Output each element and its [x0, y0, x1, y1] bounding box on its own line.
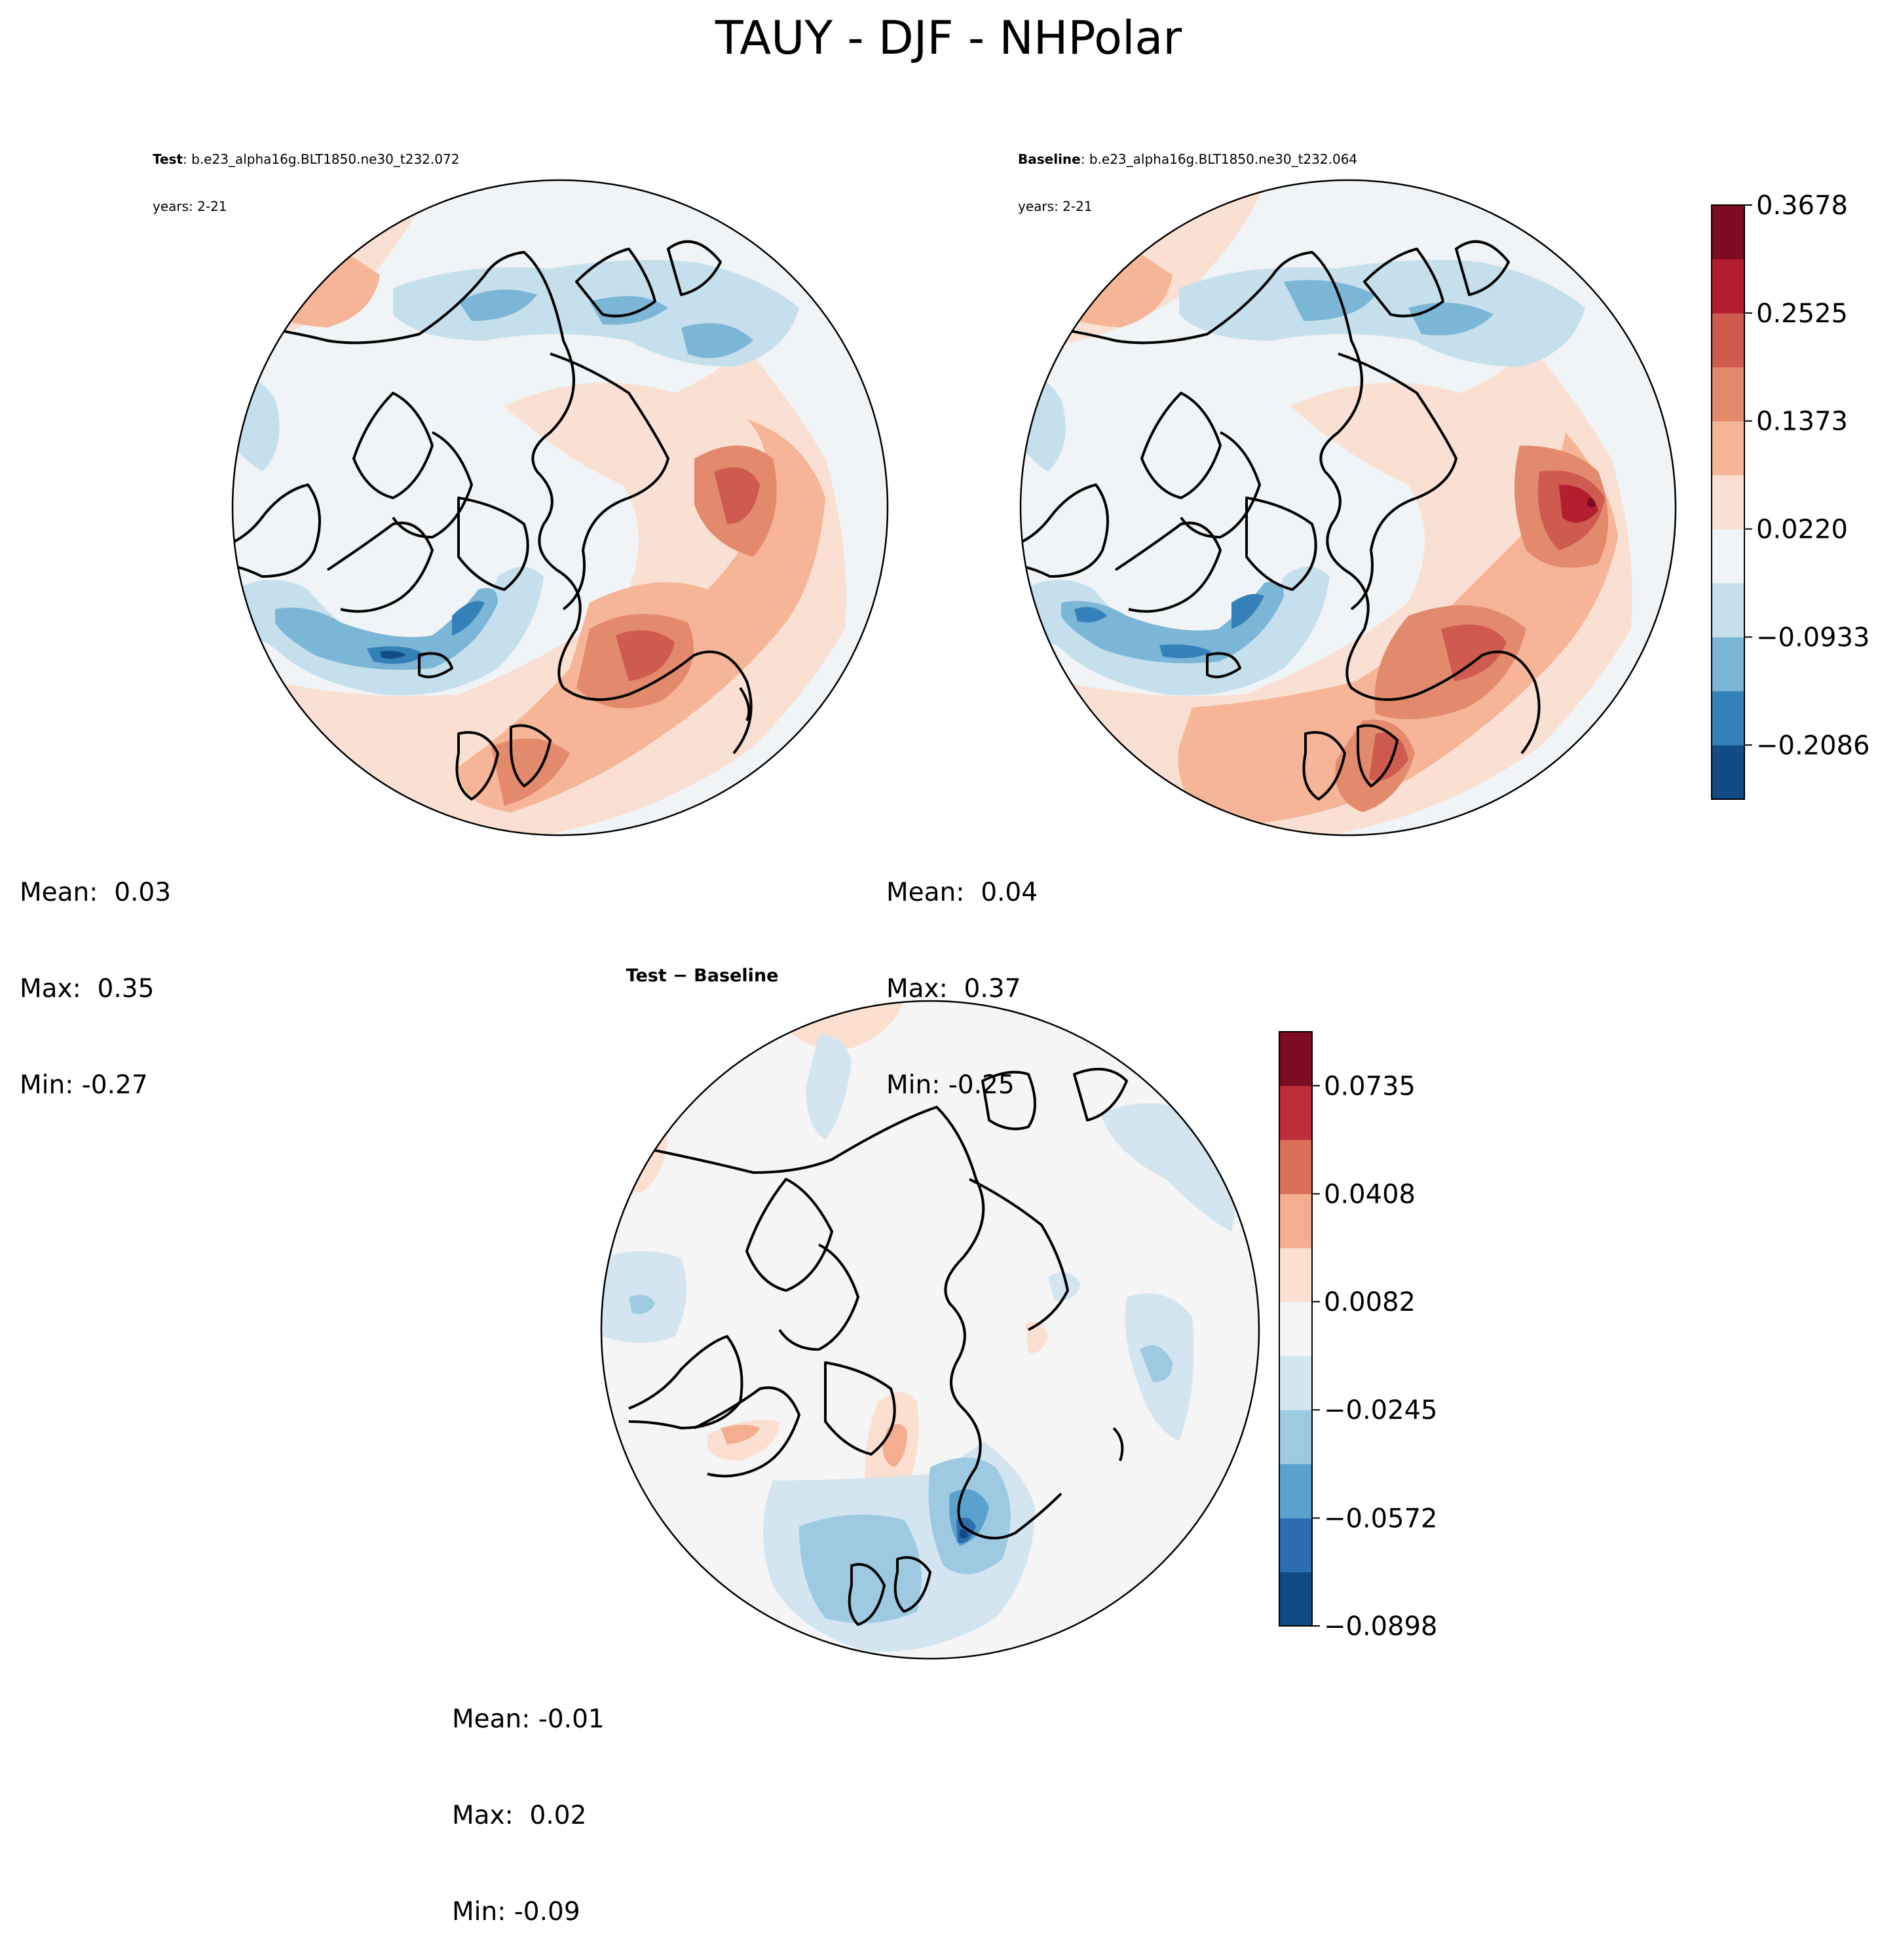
baseline-map-panel	[1019, 179, 1677, 837]
baseline-min: Min: -0.25	[886, 1070, 1015, 1100]
test-panel-subtitle: Test: b.e23_alpha16g.BLT1850.ne30_t232.0…	[153, 151, 460, 214]
baseline-panel-subtitle: Baseline: b.e23_alpha16g.BLT1850.ne30_t2…	[1018, 151, 1358, 214]
baseline-mean: Mean: 0.04	[886, 878, 1038, 907]
diff-panel-title: Test − Baseline	[626, 966, 779, 986]
test-coastlines	[233, 240, 753, 801]
colorbar-top-tick-label: 0.1373	[1756, 407, 1848, 437]
test-case-name: b.e23_alpha16g.BLT1850.ne30_t232.072	[191, 151, 460, 167]
colorbar-bottom-swatch	[1279, 1518, 1312, 1573]
colorbar-bottom-tick-label: −0.0245	[1324, 1395, 1437, 1425]
colorbar-top-tick-label: −0.2086	[1756, 730, 1869, 761]
diff-stats: Mean: -0.01 Max: 0.02 Min: -0.09	[452, 1639, 605, 1960]
figure: TAUY - DJF - NHPolar	[231, 11, 1869, 1660]
colorbar-bottom-swatch	[1279, 1247, 1312, 1302]
diff-mean: Mean: -0.01	[452, 1705, 605, 1734]
colorbar-top-swatch	[1712, 745, 1744, 800]
baseline-max: Max: 0.37	[886, 974, 1021, 1004]
test-mean: Mean: 0.03	[20, 878, 172, 907]
test-stats: Mean: 0.03 Max: 0.35 Min: -0.27	[20, 812, 171, 1133]
colorbar-bottom-tick-label: 0.0735	[1324, 1071, 1416, 1101]
test-years: years: 2-21	[153, 198, 227, 214]
colorbar-top-tick-label: −0.0933	[1756, 622, 1869, 652]
test-max: Max: 0.35	[20, 974, 155, 1004]
colorbar-top: −0.2086 −0.0933 0.0220 0.1373 0.2525 0.3678	[1711, 191, 1869, 800]
colorbar-bottom-swatch	[1279, 1139, 1312, 1194]
colorbar-top-swatch	[1712, 475, 1744, 530]
test-map-boundary	[231, 179, 889, 837]
diff-min: Min: -0.09	[452, 1897, 580, 1927]
test-label: Test	[153, 151, 183, 167]
colorbar-bottom-swatch	[1279, 1463, 1312, 1518]
baseline-label: Baseline	[1018, 151, 1081, 167]
baseline-stats: Mean: 0.04 Max: 0.37 Min: -0.25	[886, 812, 1038, 1133]
colorbar-bottom-tick-label: −0.0898	[1324, 1611, 1437, 1642]
colorbar-top-swatch	[1712, 582, 1744, 637]
colorbar-bottom-tick-label: −0.0572	[1324, 1503, 1437, 1534]
diff-max: Max: 0.02	[452, 1801, 587, 1830]
diff-map-boundary	[600, 1000, 1260, 1660]
colorbar-top-tick-label: 0.2525	[1756, 299, 1848, 329]
diff-coastlines	[628, 1068, 1128, 1626]
colorbar-top-tick-label: 0.0220	[1756, 515, 1848, 545]
baseline-years: years: 2-21	[1018, 198, 1093, 214]
colorbar-top-swatch	[1712, 205, 1744, 259]
colorbar-bottom-frame	[1279, 1031, 1313, 1627]
baseline-coastlines	[1021, 240, 1541, 801]
colorbar-bottom-tick-label: 0.0408	[1324, 1179, 1416, 1209]
colorbar-bottom-swatch	[1279, 1410, 1312, 1465]
baseline-map-boundary	[1019, 179, 1677, 837]
colorbar-top-swatch	[1712, 367, 1744, 422]
colorbar-top-swatch	[1712, 529, 1744, 584]
colorbar-top-swatch	[1712, 259, 1744, 314]
colorbar-bottom-swatch	[1279, 1572, 1312, 1627]
figure-title: TAUY - DJF - NHPolar	[715, 11, 1182, 65]
colorbar-top-tick-label: 0.3678	[1756, 191, 1848, 221]
colorbar-bottom-swatch	[1279, 1085, 1312, 1140]
baseline-field-negative	[1022, 259, 1585, 696]
colorbar-bottom-tick-label: 0.0082	[1324, 1287, 1416, 1317]
colorbar-top-swatch	[1712, 690, 1744, 745]
colorbar-bottom: −0.0898 −0.0572 −0.0245 0.0082 0.0408 0.0735	[1279, 1031, 1437, 1642]
colorbar-top-swatch	[1712, 421, 1744, 476]
colorbar-top-frame	[1711, 204, 1745, 800]
colorbar-top-swatch	[1712, 312, 1744, 368]
colorbar-bottom-swatch	[1279, 1302, 1312, 1357]
diff-map-panel	[600, 1000, 1260, 1660]
test-map-panel	[231, 179, 889, 837]
colorbar-bottom-swatch	[1279, 1355, 1312, 1410]
colorbar-bottom-swatch	[1279, 1032, 1312, 1086]
colorbar-bottom-swatch	[1279, 1194, 1312, 1249]
test-field-negative	[233, 259, 799, 696]
colorbar-top-swatch	[1712, 637, 1744, 692]
test-min: Min: -0.27	[20, 1070, 148, 1100]
baseline-case-name: b.e23_alpha16g.BLT1850.ne30_t232.064	[1089, 151, 1358, 167]
